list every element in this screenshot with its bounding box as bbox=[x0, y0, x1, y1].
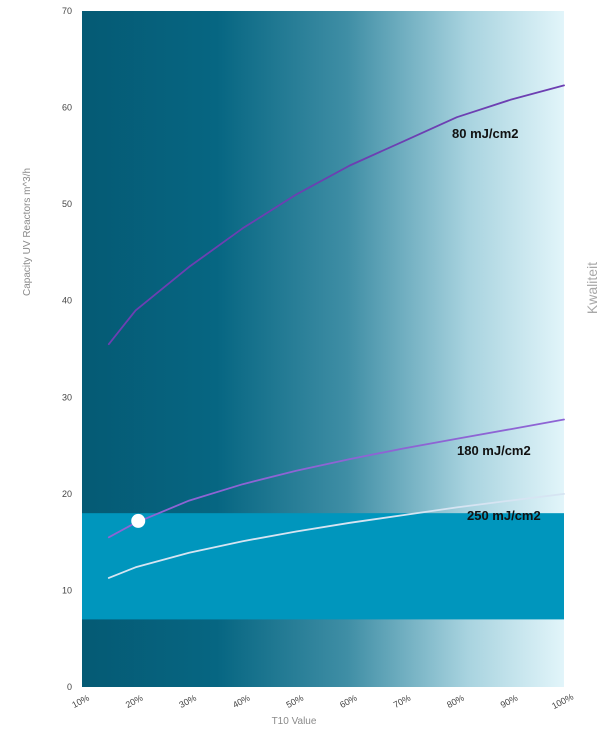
series-line-1 bbox=[107, 84, 565, 346]
series-label-3: 250 mJ/cm2 bbox=[467, 508, 541, 523]
y-axis-title: Capacity UV Reactors m^3/h bbox=[22, 168, 33, 296]
selected-point-marker bbox=[131, 513, 146, 528]
y-tick-label: 60 bbox=[62, 103, 72, 113]
x-tick-label: 60% bbox=[338, 693, 359, 710]
y-tick-label: 30 bbox=[62, 392, 72, 402]
y-tick-label: 70 bbox=[62, 6, 72, 16]
x-tick-label: 70% bbox=[392, 693, 413, 710]
series-line-3 bbox=[107, 493, 565, 579]
x-axis-ticks: 10% 20% 30% 40% 50% 60% 70% 80% 90% 100% bbox=[70, 692, 575, 712]
y-axis-ticks: 0 10 20 30 40 50 60 70 bbox=[62, 6, 72, 692]
x-tick-label: 80% bbox=[445, 693, 466, 710]
x-tick-label: 40% bbox=[231, 693, 252, 710]
y-tick-label: 0 bbox=[67, 682, 72, 692]
x-tick-label: 50% bbox=[285, 693, 306, 710]
x-tick-label: 30% bbox=[177, 693, 198, 710]
x-tick-label: 20% bbox=[124, 693, 145, 710]
x-tick-label: 90% bbox=[499, 693, 520, 710]
series-label-1: 80 mJ/cm2 bbox=[452, 126, 519, 141]
y-tick-label: 50 bbox=[62, 199, 72, 209]
side-label-kwaliteit: Kwaliteit bbox=[584, 262, 600, 314]
capacity-band bbox=[82, 513, 564, 620]
series-layer: 80 mJ/cm2 180 mJ/cm2 250 mJ/cm2 bbox=[107, 84, 565, 579]
y-tick-label: 10 bbox=[62, 585, 72, 595]
y-tick-label: 40 bbox=[62, 296, 72, 306]
series-label-2: 180 mJ/cm2 bbox=[457, 443, 531, 458]
y-tick-label: 20 bbox=[62, 489, 72, 499]
series-line-2 bbox=[107, 418, 565, 539]
x-axis-title: T10 Value bbox=[272, 716, 317, 727]
x-tick-label: 10% bbox=[70, 693, 91, 710]
x-tick-label: 100% bbox=[550, 692, 575, 712]
